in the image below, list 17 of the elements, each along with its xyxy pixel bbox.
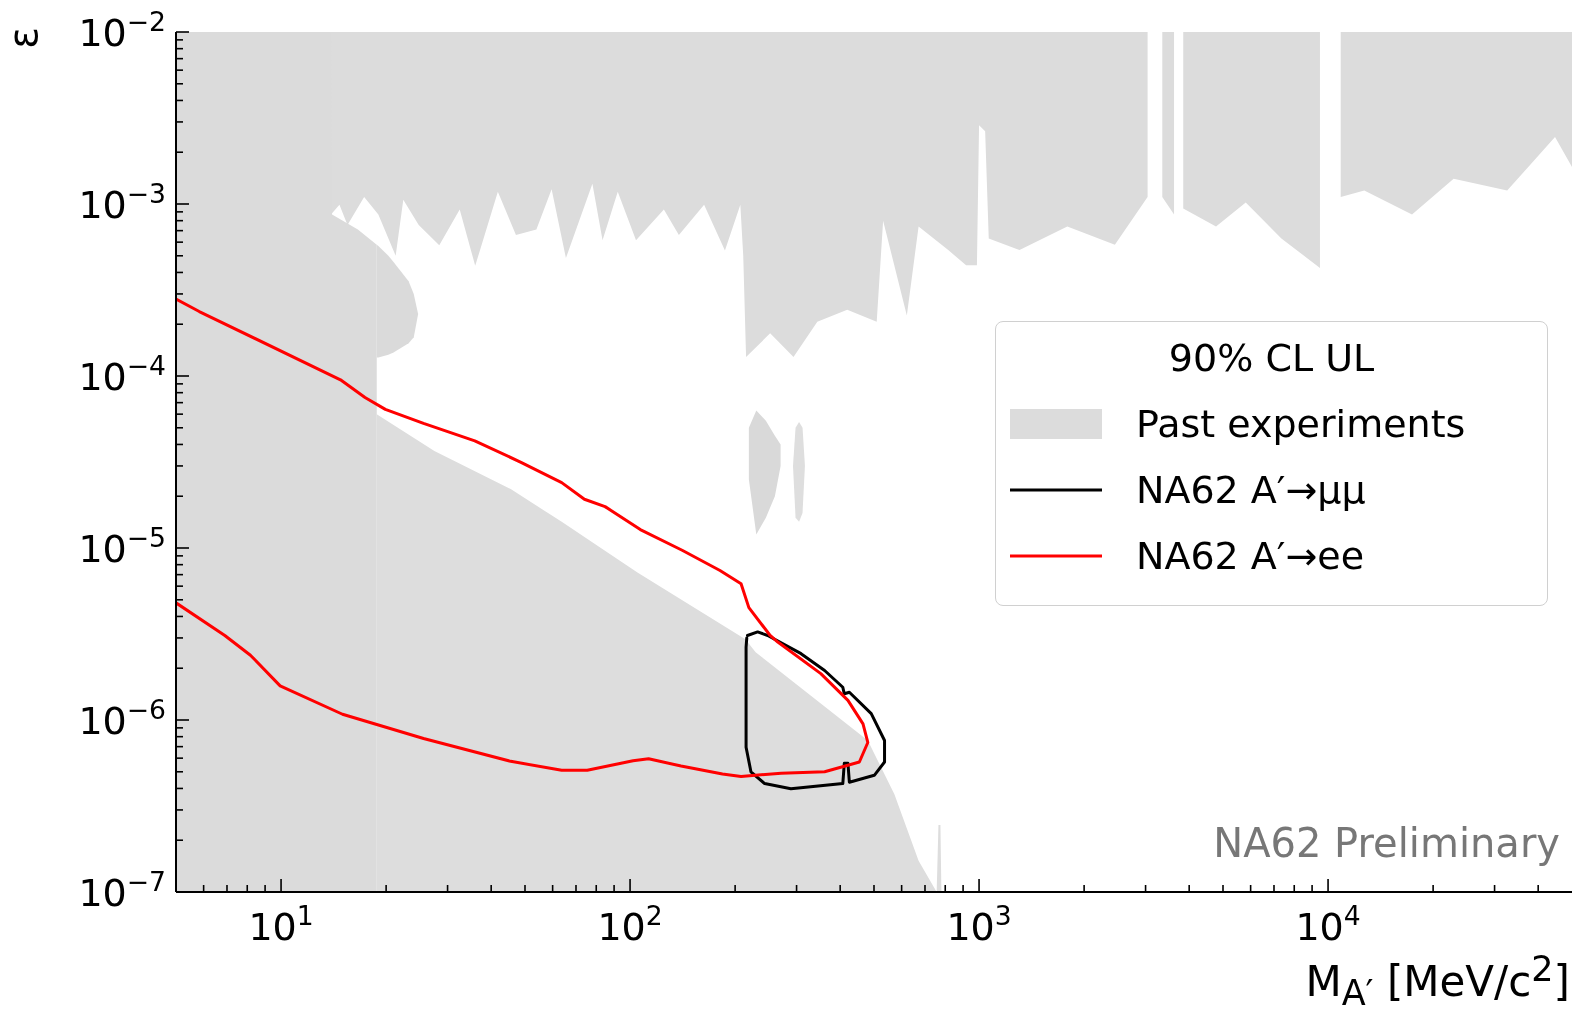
x-tick-label: 10$^{2}$ bbox=[597, 899, 663, 949]
x-tick-label: 10$^{3}$ bbox=[946, 899, 1012, 949]
x-tick-label: 10$^{4}$ bbox=[1295, 899, 1361, 949]
y-tick-label: 10$^{−3}$ bbox=[78, 177, 166, 227]
y-tick-label: 10$^{−2}$ bbox=[78, 5, 166, 55]
y-tick-label: 10$^{−4}$ bbox=[78, 349, 166, 399]
legend-label: Past experiments bbox=[1136, 402, 1466, 447]
legend-label: NA62 A′→μμ bbox=[1136, 468, 1366, 513]
x-axis-title: M$_{A′}$ [MeV/c$^{2}$] bbox=[1305, 949, 1570, 1009]
y-tick-label: 10$^{−6}$ bbox=[78, 693, 166, 743]
y-axis-title: ε bbox=[0, 27, 46, 49]
legend-title: 90% CL UL bbox=[1167, 335, 1376, 382]
y-tick-label: 10$^{−5}$ bbox=[78, 521, 166, 571]
x-tick-label: 10$^{1}$ bbox=[248, 899, 314, 949]
y-tick-label: 10$^{−7}$ bbox=[78, 865, 166, 915]
annotation: NA62 Preliminary bbox=[1213, 820, 1560, 866]
legend-label: NA62 A′→ee bbox=[1136, 534, 1365, 579]
